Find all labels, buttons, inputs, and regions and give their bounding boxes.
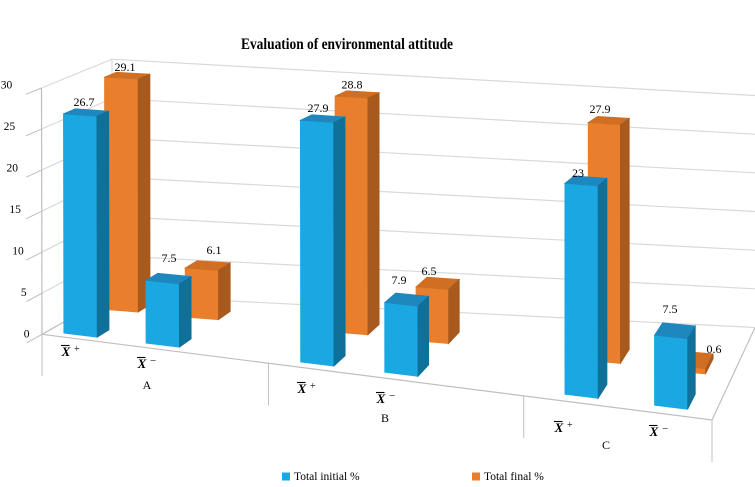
bar-initial-5 [653, 322, 696, 410]
data-label: 27.9 [308, 101, 329, 115]
bar-side-face [687, 324, 696, 410]
category-label-symbol: X [554, 420, 564, 435]
bar-initial-2 [298, 114, 347, 367]
legend-layer: Total initial % Total final % [282, 471, 544, 483]
category-label-sign: + [74, 344, 80, 355]
category-label-symbol: X [137, 356, 147, 371]
y-tick-label: 10 [12, 245, 24, 257]
bars-layer [63, 71, 714, 410]
value-axis-tick [25, 87, 42, 95]
category-label-sign: + [310, 381, 316, 392]
legend-label: Total final % [484, 471, 544, 483]
category-label: X + [554, 420, 573, 435]
bar-front-face [299, 119, 335, 367]
bar-side-face [218, 262, 231, 321]
bar-side-face [178, 275, 192, 348]
bar-side-face [333, 116, 346, 367]
value-axis-tick [25, 169, 42, 178]
data-label: 29.1 [115, 60, 136, 74]
bar-side-face [619, 117, 630, 365]
category-label: X − [376, 390, 396, 406]
bar-initial-1 [144, 272, 193, 348]
bar-initial-3 [383, 292, 430, 378]
value-axis-tick [26, 292, 43, 302]
bar-initial-0 [63, 108, 110, 338]
y-tick-label: 0 [24, 329, 30, 341]
category-label-symbol: X [297, 381, 307, 396]
category-label-symbol: X [376, 391, 386, 406]
y-tick-label: 30 [1, 79, 13, 91]
bar-final-0 [104, 71, 151, 313]
value-axis-tick [26, 333, 43, 344]
bar-side-face [597, 177, 608, 400]
data-label: 7.5 [162, 251, 177, 265]
legend-label: Total initial % [294, 471, 360, 483]
bar-front-face [63, 113, 98, 338]
data-label: 0.6 [707, 342, 722, 356]
data-labels-layer: 26.7 7.5 27.9 7.9 23 7.5 29.1 6.1 28.8 6.5 27.9 0.6 [74, 60, 722, 356]
category-label-sign: − [389, 390, 395, 402]
data-label: 26.7 [74, 95, 95, 109]
y-tick-label: 20 [7, 162, 19, 174]
legend-swatch-initial [282, 472, 290, 481]
category-label-sign: − [662, 423, 668, 435]
category-label-symbol: X [649, 424, 659, 439]
chart-title: Evaluation of environmental attitude [241, 36, 453, 53]
value-axis-tick [26, 210, 42, 220]
group-label: C [602, 438, 610, 452]
bar-front-face [145, 279, 180, 348]
bar-side-face [705, 353, 714, 375]
bar-side-face [367, 92, 380, 336]
category-label-sign: − [150, 355, 156, 367]
category-label: X + [297, 381, 316, 396]
data-label: 6.5 [422, 264, 437, 278]
legend-item-initial: Total initial % [282, 471, 360, 483]
bar-initial-4 [563, 175, 608, 400]
data-label: 27.9 [590, 102, 611, 116]
y-tick-label: 15 [9, 204, 21, 216]
y-tick-label: 5 [21, 287, 27, 299]
bar-front-face [384, 302, 419, 377]
legend-item-final: Total final % [472, 471, 544, 483]
value-axis-tick [25, 128, 42, 137]
value-axis-tick [26, 251, 43, 261]
category-label: X − [137, 355, 157, 371]
bar-side-face [417, 295, 430, 378]
category-label-symbol: X [61, 344, 71, 359]
bar-side-face [137, 73, 151, 313]
category-label: X − [649, 423, 669, 439]
group-label: B [381, 411, 389, 425]
legend-swatch-final [472, 472, 480, 481]
group-label: A [143, 378, 152, 392]
data-label: 23 [572, 166, 584, 180]
data-label: 7.9 [392, 273, 407, 287]
bar-front-face [654, 334, 689, 410]
bar-final-1 [184, 260, 232, 321]
category-label-sign: + [567, 420, 573, 431]
y-tick-label: 25 [4, 121, 16, 133]
bar-side-face [448, 278, 460, 345]
data-label: 28.8 [342, 78, 363, 92]
bar-front-face [564, 182, 599, 399]
data-label: 7.5 [663, 302, 678, 316]
data-label: 6.1 [207, 243, 222, 257]
bar-side-face [96, 110, 110, 338]
bar-front-face [104, 76, 139, 313]
category-label: X + [61, 344, 80, 359]
